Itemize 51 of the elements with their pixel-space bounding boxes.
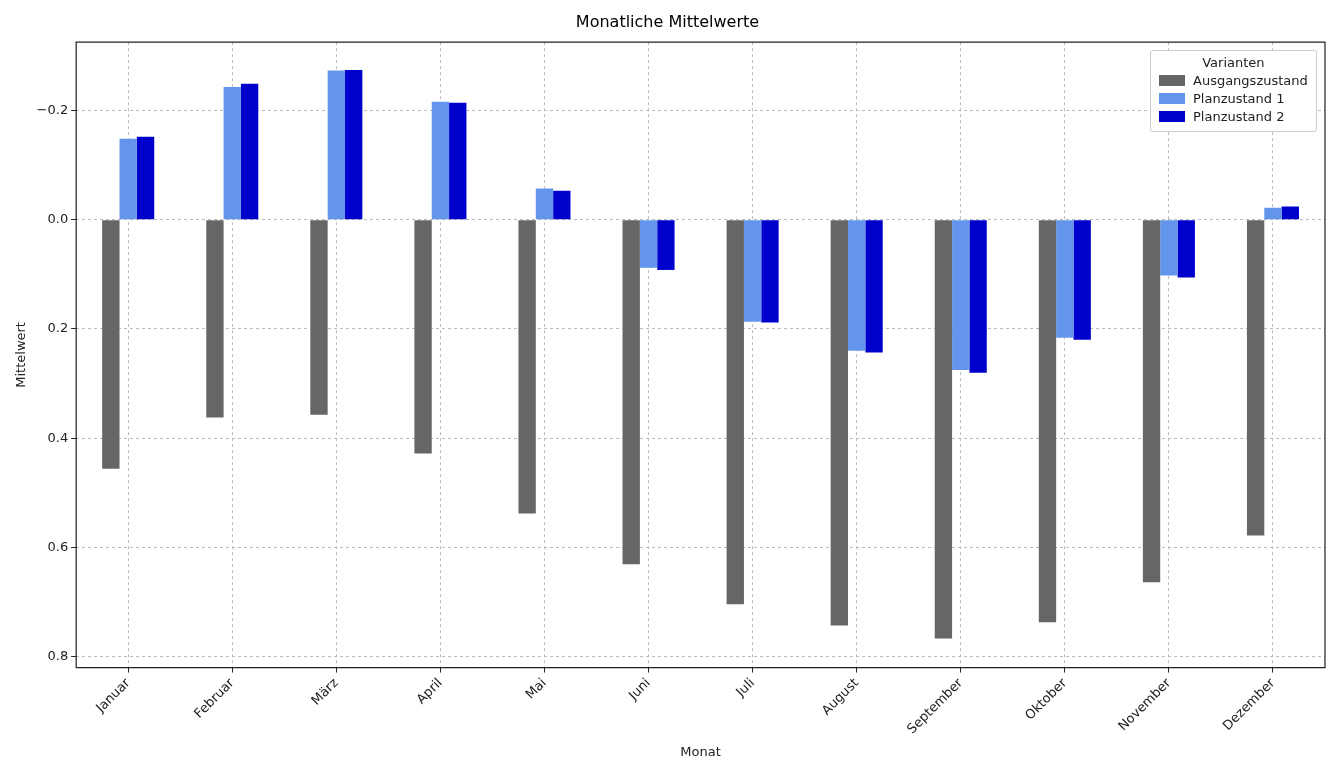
bar bbox=[553, 190, 571, 220]
bar bbox=[136, 136, 155, 220]
x-axis-title: Monat bbox=[680, 743, 721, 759]
bar bbox=[119, 138, 137, 220]
bar bbox=[726, 220, 744, 605]
bar bbox=[969, 220, 987, 373]
legend-label: Planzustand 1 bbox=[1193, 91, 1285, 107]
bar bbox=[622, 220, 640, 565]
y-axis-title: Mittelwert bbox=[13, 322, 29, 388]
bar bbox=[1281, 206, 1299, 220]
bar bbox=[535, 188, 554, 220]
bar bbox=[830, 220, 849, 626]
bar bbox=[1073, 220, 1091, 340]
y-tick-label: 0.8 bbox=[47, 648, 69, 664]
bar bbox=[1160, 220, 1178, 276]
bar bbox=[1264, 207, 1282, 220]
bar bbox=[1056, 220, 1074, 338]
bar bbox=[1246, 220, 1265, 536]
x-tick-label: Mai bbox=[522, 674, 549, 702]
bar bbox=[102, 220, 120, 469]
bar bbox=[1142, 220, 1161, 583]
legend-title: Varianten bbox=[1201, 55, 1266, 71]
bar bbox=[934, 220, 953, 639]
bar bbox=[1038, 220, 1057, 623]
bar bbox=[414, 220, 432, 454]
chart-title: Monatliche Mittelwerte bbox=[575, 11, 760, 31]
y-tick-label: 0.4 bbox=[47, 429, 69, 445]
bar bbox=[952, 220, 970, 370]
bar bbox=[657, 220, 675, 270]
bar bbox=[518, 220, 536, 514]
bar bbox=[206, 220, 224, 418]
bar bbox=[310, 220, 328, 415]
y-tick-label: 0.0 bbox=[47, 211, 69, 227]
x-tick-label: Juli bbox=[732, 674, 758, 700]
y-tick-label: 0.2 bbox=[47, 320, 69, 336]
bar bbox=[743, 220, 762, 322]
bar bbox=[761, 220, 779, 323]
bar bbox=[449, 102, 467, 220]
legend-label: Planzustand 2 bbox=[1193, 109, 1285, 125]
legend-label: Ausgangszustand bbox=[1193, 73, 1308, 89]
bar bbox=[1177, 220, 1195, 278]
y-tick-label: 0.6 bbox=[47, 538, 69, 554]
bar bbox=[240, 83, 259, 220]
bar bbox=[639, 220, 658, 268]
bar bbox=[848, 220, 866, 351]
bar bbox=[865, 220, 883, 353]
bar bbox=[327, 70, 346, 220]
bar bbox=[223, 86, 241, 220]
bar bbox=[345, 70, 363, 220]
y-tick-label: −0.2 bbox=[36, 101, 69, 117]
bar bbox=[431, 101, 450, 220]
